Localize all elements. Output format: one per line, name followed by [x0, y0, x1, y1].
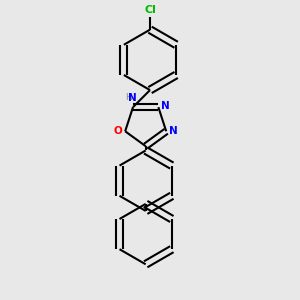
- Text: H: H: [125, 93, 132, 102]
- Text: N: N: [169, 126, 178, 136]
- Text: Cl: Cl: [145, 4, 157, 15]
- Text: N: N: [161, 101, 170, 111]
- Text: O: O: [114, 126, 122, 136]
- Text: N: N: [128, 92, 137, 103]
